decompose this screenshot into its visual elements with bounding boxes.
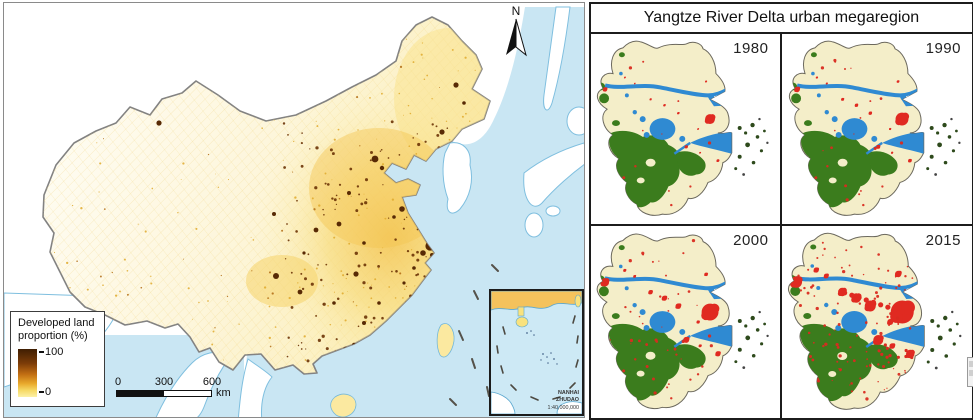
south-china-sea-inset: NANHAI ZHUDAO 1:40,000,000: [489, 289, 584, 416]
legend-title-line2: proportion (%): [18, 330, 88, 342]
panel-title: Yangtze River Delta urban megaregion: [591, 4, 972, 34]
north-arrow: N: [506, 4, 527, 57]
yrd-map-1980: 1980: [591, 34, 782, 226]
hainan-island: [515, 316, 529, 328]
yrd-map-1990: 1990: [781, 34, 972, 226]
map-legend: Developed land proportion (%) 100 0: [10, 311, 105, 407]
scale-tick-0: 0: [114, 376, 122, 388]
year-label: 1980: [733, 40, 769, 57]
south-china-coast: [491, 291, 582, 311]
scale-tick-600: 600: [202, 376, 222, 388]
year-label: 2000: [733, 232, 769, 249]
legend-max-value: 100: [39, 346, 63, 358]
yrd-panel: Yangtze River Delta urban megaregion 198…: [589, 2, 973, 420]
china-map: N: [4, 4, 584, 417]
scale-bar: 0 300 600 km: [114, 376, 246, 402]
scale-unit: km: [216, 387, 231, 399]
yrd-map-grid: 1980 1990 2000 2015: [591, 34, 972, 418]
year-label: 2015: [925, 232, 961, 249]
north-arrow-label: N: [512, 4, 521, 18]
legend-title-line1: Developed land: [18, 317, 95, 329]
inset-name-line2: ZHUDAO: [556, 397, 579, 403]
scale-bar-graphic: [116, 390, 212, 397]
scale-tick-300: 300: [154, 376, 174, 388]
legend-min-value: 0: [39, 386, 63, 398]
islands: [330, 323, 455, 417]
nine-dash-line: [496, 315, 579, 401]
yrd-map-2000: 2000: [591, 226, 782, 418]
inset-scale: 1:40,000,000: [548, 405, 579, 411]
island-clusters: [526, 330, 558, 365]
year-label: 1990: [925, 40, 961, 57]
cropped-legend-fragment: [967, 357, 973, 387]
yrd-map-2015: 2015: [781, 226, 972, 418]
inset-name-line1: NANHAI: [558, 390, 579, 396]
china-map-panel: N Developed land proportion (%) 100 0 0 …: [3, 2, 585, 418]
legend-gradient-bar: [18, 349, 37, 397]
